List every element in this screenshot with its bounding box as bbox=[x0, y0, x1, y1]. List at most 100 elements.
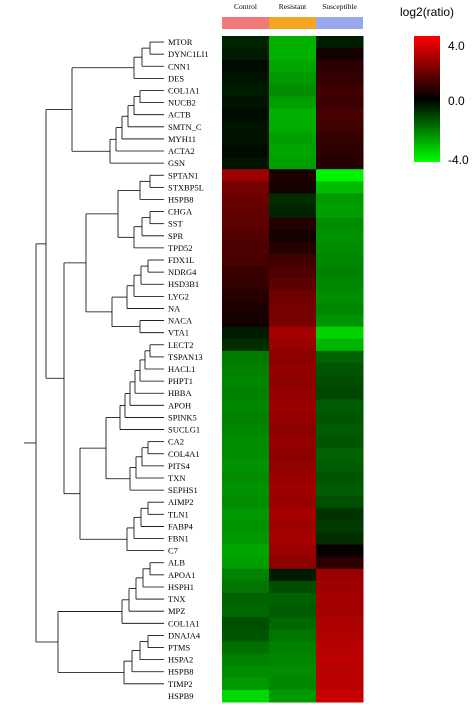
heatmap-cell bbox=[316, 544, 364, 558]
heatmap-cell bbox=[222, 544, 270, 558]
group-header: Control Resistant Susceptible bbox=[222, 2, 363, 29]
gene-label: SMTN_C bbox=[168, 122, 202, 132]
gene-label: SST bbox=[168, 219, 183, 229]
heatmap-cell bbox=[269, 411, 317, 424]
heatmap-cell bbox=[269, 60, 317, 73]
legend-tick-label: -4.0 bbox=[448, 153, 469, 167]
heatmap-cell bbox=[269, 568, 317, 582]
heatmap-cell bbox=[269, 423, 317, 437]
heatmap-cell bbox=[316, 338, 364, 352]
heatmap-cell bbox=[316, 532, 364, 546]
heatmap-cell bbox=[222, 96, 270, 110]
gene-label: PHPT1 bbox=[168, 376, 193, 386]
gene-label: CHGA bbox=[168, 207, 193, 217]
gene-label: FBN1 bbox=[168, 534, 189, 544]
gene-label: TIMP2 bbox=[168, 679, 193, 689]
heatmap-cell bbox=[269, 193, 317, 207]
gene-label: TSPAN13 bbox=[168, 352, 203, 362]
gene-label: AIMP2 bbox=[168, 497, 194, 507]
heatmap-cell bbox=[316, 205, 364, 219]
heatmap-cell bbox=[269, 435, 317, 449]
heatmap-cell bbox=[222, 423, 270, 437]
heatmap-cell bbox=[269, 665, 317, 679]
heatmap-cells bbox=[222, 36, 364, 703]
heatmap-cell bbox=[222, 411, 270, 424]
heatmap-cell bbox=[316, 350, 364, 364]
heatmap-cell bbox=[316, 266, 364, 279]
heatmap-cell bbox=[316, 689, 364, 703]
heatmap-cell bbox=[316, 314, 364, 328]
heatmap-cell bbox=[316, 302, 364, 316]
heatmap-cell bbox=[269, 48, 317, 61]
gene-label: NUCB2 bbox=[168, 98, 196, 108]
gene-label: STXBP5L bbox=[168, 182, 204, 192]
gene-label: NACA bbox=[168, 316, 193, 326]
gene-label: ACTA2 bbox=[168, 146, 195, 156]
gene-label: ALB bbox=[168, 558, 185, 568]
heatmap-cell bbox=[222, 144, 270, 158]
heatmap-cell bbox=[316, 48, 364, 61]
gene-label: COL4A1 bbox=[168, 449, 200, 459]
heatmap-cell bbox=[269, 120, 317, 134]
heatmap-cell bbox=[222, 217, 270, 231]
heatmap-cell bbox=[316, 665, 364, 679]
heatmap-cell bbox=[316, 459, 364, 473]
heatmap-cell bbox=[316, 641, 364, 655]
heatmap-cell bbox=[316, 593, 364, 606]
heatmap-cell bbox=[269, 72, 317, 85]
heatmap-cell bbox=[316, 605, 364, 618]
legend-tick-label: 4.0 bbox=[448, 39, 465, 53]
gene-label: FABP4 bbox=[168, 521, 194, 531]
heatmap-cell bbox=[222, 459, 270, 473]
gene-label: MPZ bbox=[168, 606, 185, 616]
heatmap-cell bbox=[222, 350, 270, 364]
heatmap-cell bbox=[269, 157, 317, 170]
group-label: Susceptible bbox=[322, 2, 357, 11]
heatmap-cell bbox=[269, 350, 317, 364]
heatmap-cell bbox=[222, 326, 270, 340]
heatmap-cell bbox=[222, 375, 270, 388]
heatmap-cell bbox=[316, 72, 364, 85]
heatmap-cell bbox=[269, 108, 317, 122]
heatmap-cell bbox=[222, 605, 270, 618]
gene-label: C7 bbox=[168, 546, 178, 556]
gene-label: COL1A1 bbox=[168, 85, 200, 95]
heatmap-cell bbox=[222, 387, 270, 400]
heatmap-cell bbox=[269, 362, 317, 376]
heatmap-cell bbox=[222, 665, 270, 679]
heatmap-cell bbox=[222, 435, 270, 449]
gene-label: TNX bbox=[168, 594, 185, 604]
heatmap-cell bbox=[316, 496, 364, 509]
heatmap-cell bbox=[316, 157, 364, 170]
legend-tick-label: 0.0 bbox=[448, 94, 465, 108]
gene-label: SPTAN1 bbox=[168, 170, 199, 180]
heatmap-cell bbox=[316, 241, 364, 255]
gene-label: LYG2 bbox=[168, 291, 189, 301]
heatmap-cell bbox=[316, 60, 364, 73]
heatmap-cell bbox=[269, 253, 317, 267]
heatmap-cell bbox=[222, 593, 270, 606]
heatmap-cell bbox=[316, 96, 364, 110]
gene-label: SPR bbox=[168, 231, 183, 241]
gene-label: HSPB9 bbox=[168, 691, 194, 701]
gene-label: HBBA bbox=[168, 388, 192, 398]
gene-label: MYH11 bbox=[168, 134, 196, 144]
heatmap-cell bbox=[269, 459, 317, 473]
heatmap-cell bbox=[269, 387, 317, 400]
heatmap-cell bbox=[269, 375, 317, 388]
heatmap-cell bbox=[269, 556, 317, 570]
group-color-bar bbox=[316, 17, 363, 29]
heatmap-cell bbox=[316, 181, 364, 194]
heatmap-cell bbox=[269, 169, 317, 182]
heatmap-cell bbox=[222, 484, 270, 497]
heatmap-cell bbox=[316, 326, 364, 340]
heatmap-cell bbox=[269, 84, 317, 98]
heatmap-cell bbox=[222, 629, 270, 642]
heatmap-cell bbox=[222, 677, 270, 691]
heatmap-cell bbox=[269, 181, 317, 194]
gene-label: HSPA2 bbox=[168, 655, 193, 665]
heatmap-cell bbox=[222, 617, 270, 630]
heatmap-cell bbox=[269, 290, 317, 303]
gene-label: HSD3B1 bbox=[168, 279, 199, 289]
heatmap-cell bbox=[269, 144, 317, 158]
